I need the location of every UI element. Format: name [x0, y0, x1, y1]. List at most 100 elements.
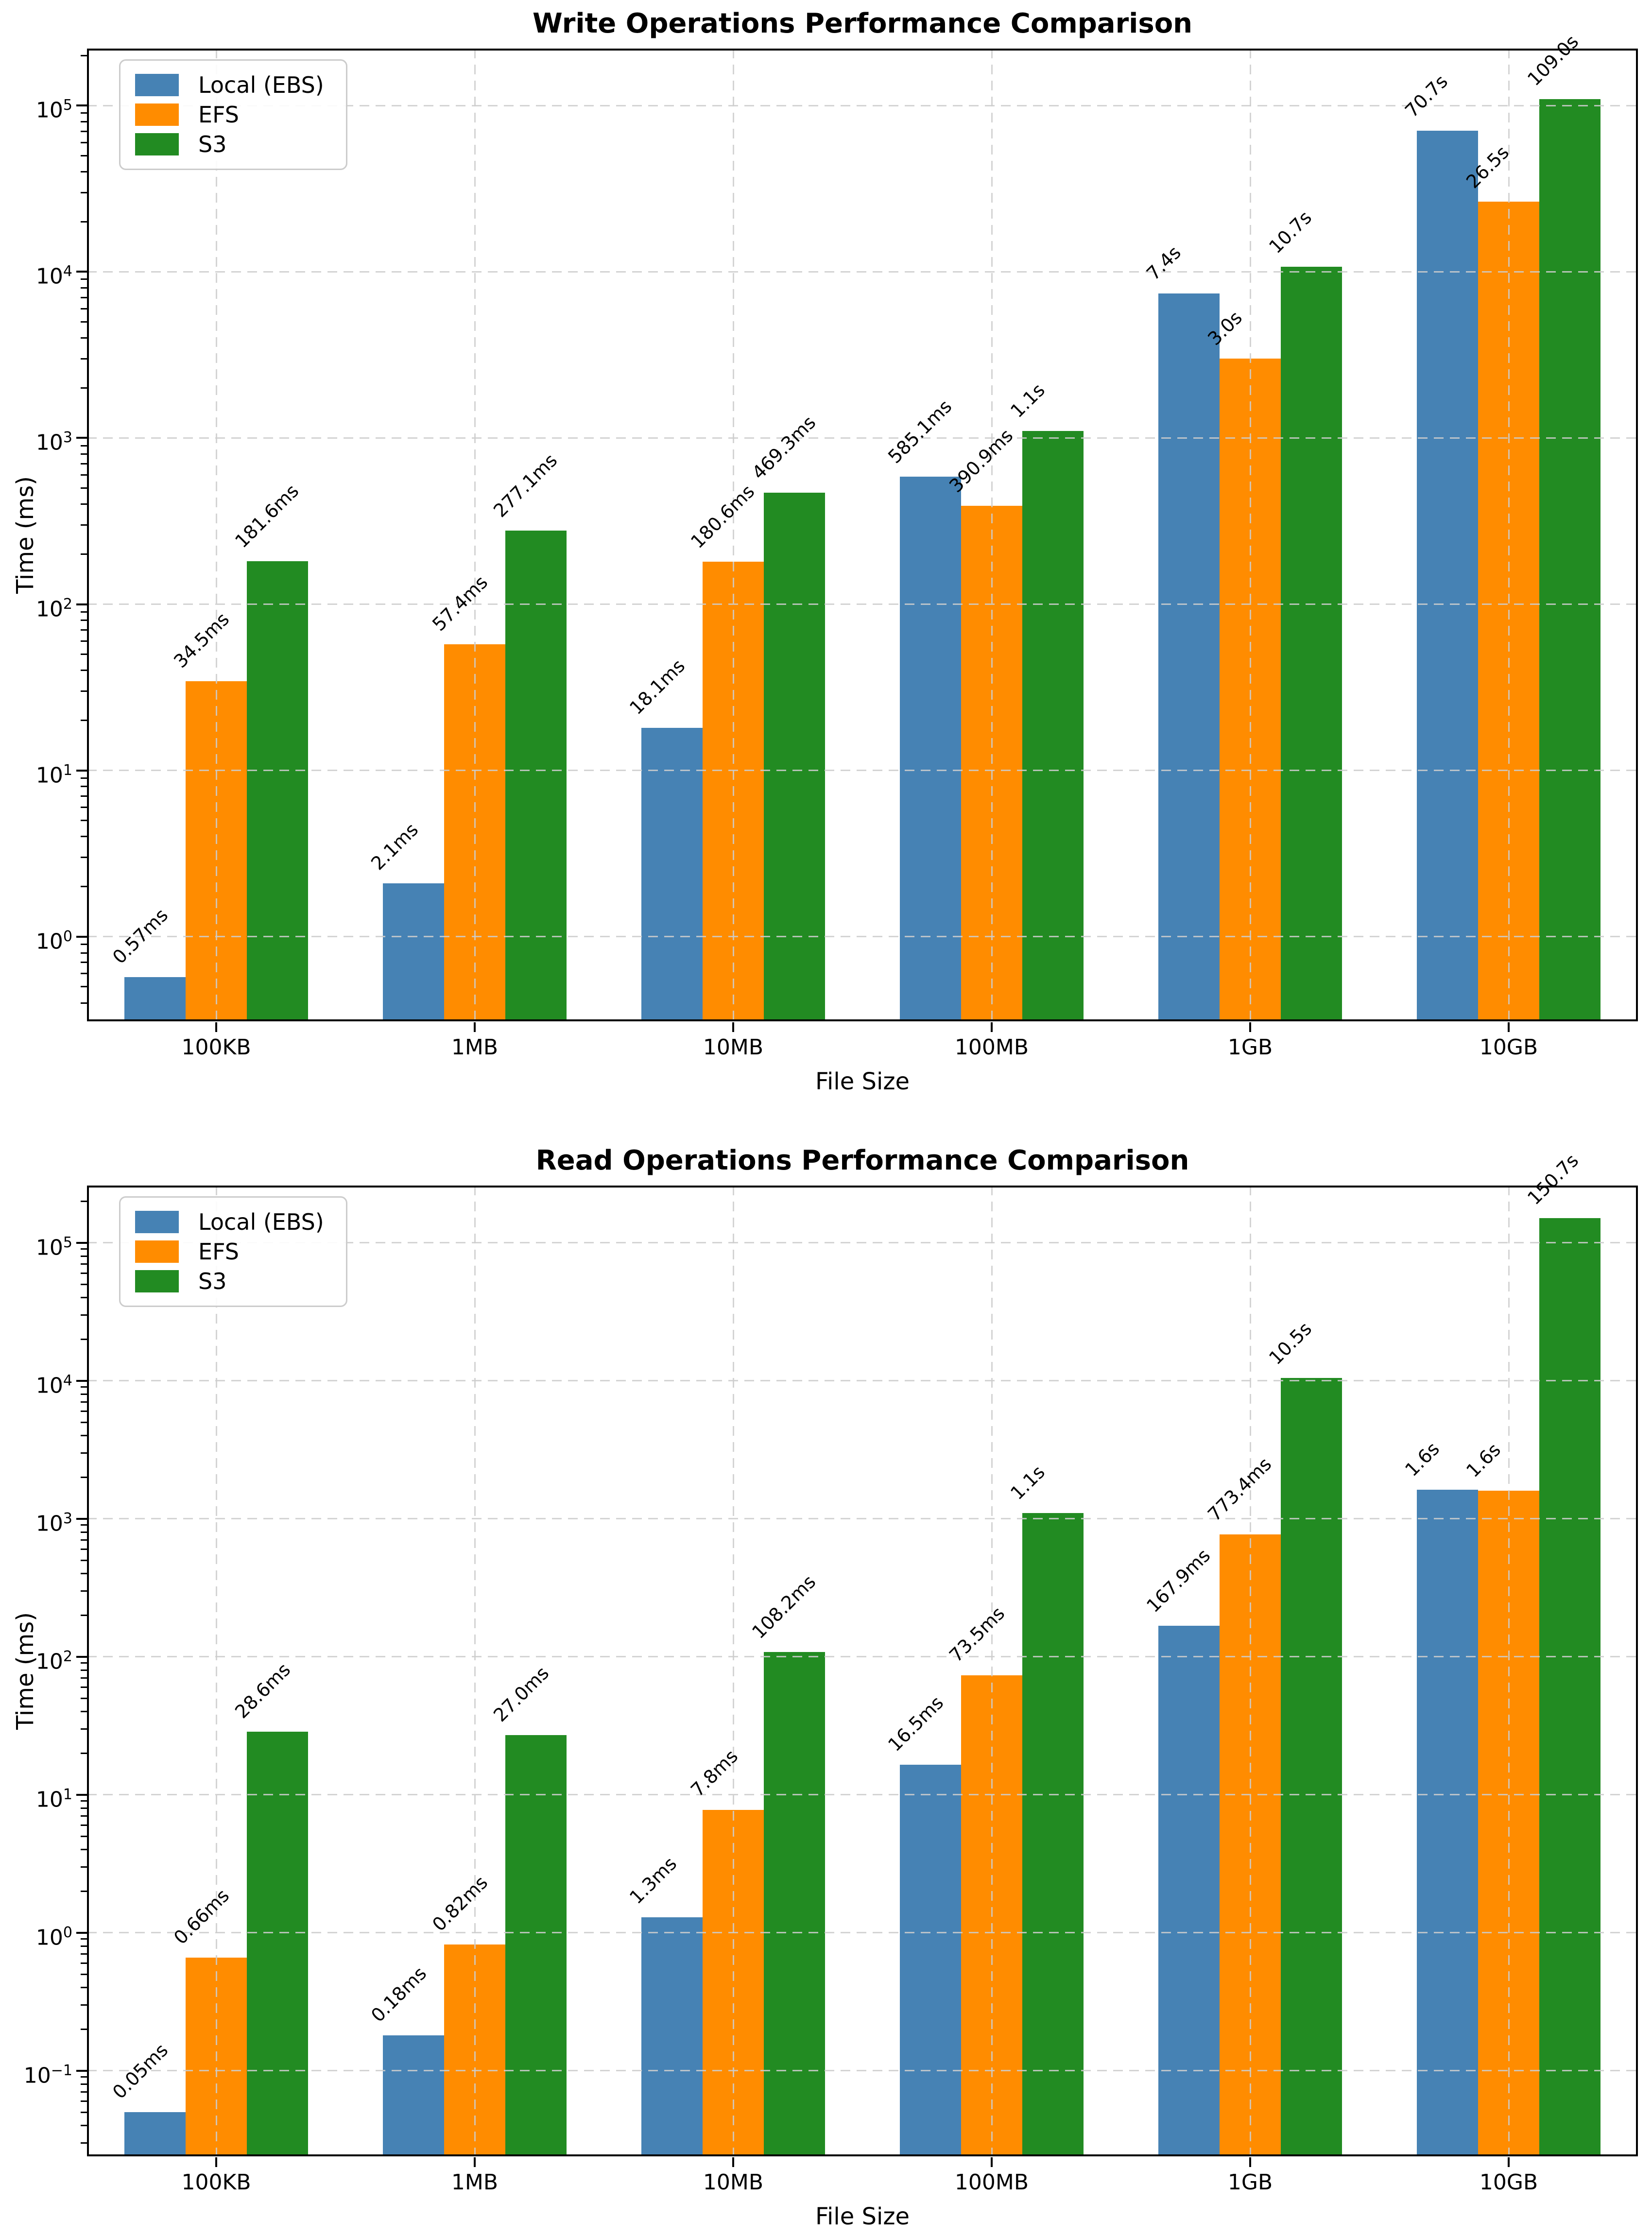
- y-tick-minor: [81, 453, 87, 455]
- y-tick-minor: [81, 2076, 87, 2078]
- y-tick-minor: [81, 640, 87, 642]
- y-tick-minor: [81, 1297, 87, 1299]
- y-gridline: [87, 2070, 1638, 2072]
- bar-S3-10GB: [1539, 1218, 1600, 2156]
- x-tick: [1508, 2157, 1510, 2167]
- bar-value-label: 27.0ms: [489, 1662, 553, 1726]
- bar-Local (EBS)-100KB: [124, 2112, 186, 2156]
- y-tick-minor: [81, 1002, 87, 1004]
- bar-value-label: 0.66ms: [170, 1885, 234, 1949]
- y-tick-minor: [81, 308, 87, 310]
- read-chart-title: Read Operations Performance Comparison: [535, 1145, 1189, 1176]
- y-tick-minor: [81, 670, 87, 671]
- legend-row-local: Local (EBS): [135, 1209, 331, 1235]
- y-tick-minor: [81, 524, 87, 526]
- read-legend: Local (EBS) EFS S3: [119, 1196, 347, 1307]
- y-tick-minor: [81, 54, 87, 56]
- bar-value-label: 773.4ms: [1204, 1453, 1276, 1525]
- bar-value-label: 2.1ms: [367, 818, 423, 874]
- y-tick-minor: [81, 807, 87, 809]
- bar-Local (EBS)-100MB: [900, 477, 961, 1021]
- bar-value-label: 16.5ms: [884, 1692, 948, 1756]
- y-gridline: [87, 770, 1638, 772]
- bar-Local (EBS)-10MB: [641, 1917, 703, 2156]
- bar-value-label: 108.2ms: [748, 1571, 820, 1643]
- x-gridline: [991, 49, 993, 1021]
- y-gridline: [87, 603, 1638, 605]
- write-x-axis-label: File Size: [815, 1068, 910, 1095]
- y-tick-minor: [81, 690, 87, 692]
- y-tick-label: 103: [35, 429, 72, 456]
- y-tick-minor: [81, 321, 87, 323]
- y-tick-label: 101: [35, 1786, 72, 1812]
- bar-value-label: 10.7s: [1265, 206, 1316, 258]
- y-tick-minor: [81, 720, 87, 722]
- x-gridline: [732, 1186, 734, 2156]
- x-tick: [732, 2157, 734, 2167]
- legend-swatch-s3-icon: [135, 1270, 179, 1292]
- bar-value-label: 70.7s: [1401, 70, 1452, 121]
- bar-Local (EBS)-10GB: [1417, 130, 1478, 1021]
- y-tick-minor: [81, 1435, 87, 1437]
- y-gridline: [87, 936, 1638, 938]
- y-tick-minor: [81, 358, 87, 360]
- write-legend: Local (EBS) EFS S3: [119, 59, 347, 170]
- legend-label-local: Local (EBS): [198, 1209, 324, 1236]
- y-tick-major: [76, 1241, 87, 1244]
- y-tick-minor: [81, 1953, 87, 1955]
- y-tick-minor: [81, 611, 87, 613]
- y-tick-minor: [81, 474, 87, 476]
- y-tick-minor: [81, 1452, 87, 1454]
- y-tick-minor: [81, 1890, 87, 1892]
- bar-S3-10GB: [1539, 99, 1600, 1021]
- y-tick-minor: [81, 503, 87, 505]
- y-tick-minor: [81, 1401, 87, 1403]
- bar-Local (EBS)-100MB: [900, 1765, 961, 2156]
- y-tick-minor: [81, 2111, 87, 2113]
- x-gridline: [1249, 49, 1251, 1021]
- y-tick-label: 101: [35, 761, 72, 788]
- y-tick-minor: [81, 191, 87, 193]
- y-tick-minor: [81, 337, 87, 339]
- y-tick-minor: [81, 986, 87, 988]
- y-tick-major: [76, 1793, 87, 1796]
- y-tick-minor: [81, 952, 87, 954]
- y-tick-minor: [81, 795, 87, 797]
- y-tick-minor: [81, 1338, 87, 1340]
- y-tick-minor: [81, 962, 87, 964]
- y-tick-minor: [81, 654, 87, 655]
- y-tick-minor: [81, 445, 87, 447]
- y-gridline: [87, 1656, 1638, 1658]
- bar-S3-1GB: [1281, 1377, 1342, 2156]
- y-tick-minor: [81, 1800, 87, 1802]
- legend-row-efs: EFS: [135, 1239, 331, 1265]
- x-tick-label: 10MB: [703, 2170, 764, 2195]
- y-tick-minor: [81, 1711, 87, 1713]
- y-tick-minor: [81, 1938, 87, 1940]
- y-tick-label: 105: [35, 97, 72, 123]
- y-tick-minor: [81, 171, 87, 172]
- y-tick-minor: [81, 1752, 87, 1754]
- write-chart-title: Write Operations Performance Comparison: [532, 8, 1193, 39]
- write-y-axis-label: Time (ms): [12, 476, 39, 594]
- y-tick-minor: [81, 1945, 87, 1947]
- y-tick-label: 102: [35, 1648, 72, 1674]
- bar-S3-10MB: [764, 492, 825, 1021]
- y-tick-minor: [81, 463, 87, 465]
- bar-S3-100MB: [1022, 1513, 1084, 2156]
- y-tick-minor: [81, 1728, 87, 1730]
- y-tick-label: 100: [35, 1924, 72, 1950]
- x-tick: [474, 1022, 476, 1032]
- bar-Local (EBS)-1GB: [1158, 293, 1220, 1021]
- y-tick-major: [76, 104, 87, 107]
- y-tick-minor: [81, 2125, 87, 2127]
- y-gridline: [87, 1242, 1638, 1244]
- x-gridline: [474, 1186, 476, 2156]
- y-tick-major: [76, 1931, 87, 1934]
- y-tick-minor: [81, 1263, 87, 1265]
- y-tick-minor: [81, 287, 87, 289]
- x-gridline: [1249, 1186, 1251, 2156]
- bar-S3-100KB: [247, 561, 308, 1021]
- y-tick-label: 102: [35, 595, 72, 622]
